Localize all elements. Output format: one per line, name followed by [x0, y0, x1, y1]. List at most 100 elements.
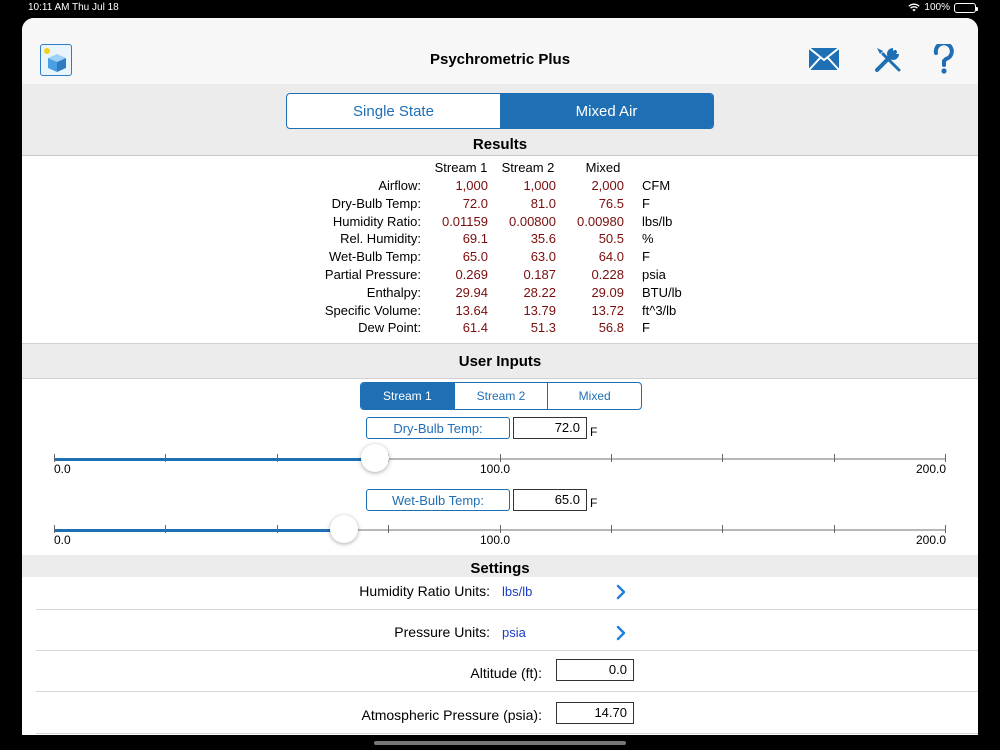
stream2-value: 81.0: [530, 196, 556, 211]
battery-percent: 100%: [924, 2, 950, 13]
slider-tick: [500, 454, 501, 462]
pressure-units-row[interactable]: Pressure Units: psia: [36, 610, 978, 651]
row-label: Specific Volume:: [324, 303, 421, 318]
battery-icon: [954, 2, 978, 13]
tab-stream-2[interactable]: Stream 2: [453, 383, 548, 409]
slider-tick: [834, 454, 835, 462]
row-label: Partial Pressure:: [324, 267, 421, 282]
row-label: Wet-Bulb Temp:: [328, 249, 421, 264]
atmospheric-pressure-row: Atmospheric Pressure (psia): 14.70: [36, 692, 978, 734]
unit-label: psia: [642, 267, 666, 282]
slider-tick: [500, 525, 501, 533]
slider-tick: [722, 454, 723, 462]
stream1-value: 1,000: [455, 178, 488, 193]
humidity-units-label: Humidity Ratio Units:: [359, 583, 490, 599]
mixed-value: 76.5: [598, 196, 624, 211]
stream1-value: 0.01159: [441, 214, 488, 229]
divider: [22, 155, 978, 156]
wifi-icon: [908, 3, 921, 12]
slider-tick: [277, 454, 278, 462]
status-right: 100%: [908, 2, 978, 13]
unit-label: F: [642, 249, 650, 264]
status-bar: 10:11 AM Thu Jul 18 100%: [0, 0, 1000, 16]
status-date: Thu Jul 18: [72, 2, 119, 13]
dry-bulb-unit: F: [590, 425, 598, 439]
slider-tick: [945, 454, 946, 462]
mode-segmented-control: Single State Mixed Air: [286, 93, 714, 129]
slider-max-label: 200.0: [915, 462, 946, 476]
chevron-right-icon[interactable]: [614, 625, 628, 641]
unit-label: BTU/lb: [642, 285, 682, 300]
slider-thumb[interactable]: [361, 444, 389, 472]
mixed-value: 50.5: [598, 231, 624, 246]
status-time: 10:11 AM: [28, 2, 70, 13]
slider-tick: [945, 525, 946, 533]
dry-bulb-value-field[interactable]: 72.0: [513, 417, 587, 439]
atmospheric-pressure-label: Atmospheric Pressure (psia):: [361, 707, 542, 723]
row-label: Airflow:: [378, 178, 421, 193]
slider-tick: [722, 525, 723, 533]
altitude-row: Altitude (ft): 0.0: [36, 651, 978, 692]
stream1-value: 0.269: [455, 267, 488, 282]
chevron-right-icon[interactable]: [614, 584, 628, 600]
unit-label: CFM: [642, 178, 671, 193]
unit-label: %: [642, 231, 654, 246]
row-label: Humidity Ratio:: [332, 214, 421, 229]
mixed-value: 0.228: [591, 267, 624, 282]
slider-max-label: 200.0: [915, 533, 946, 547]
tools-button[interactable]: [870, 40, 906, 78]
slider-thumb[interactable]: [330, 515, 358, 543]
unit-label: lbs/lb: [642, 214, 673, 229]
row-label: Rel. Humidity:: [340, 231, 421, 246]
stream2-value: 35.6: [530, 231, 556, 246]
wet-bulb-value-field[interactable]: 65.0: [513, 489, 587, 511]
results-heading: Results: [472, 136, 528, 153]
slider-min-label: 0.0: [54, 462, 71, 476]
altitude-field[interactable]: 0.0: [556, 659, 634, 681]
atmospheric-pressure-field[interactable]: 14.70: [556, 702, 634, 724]
home-indicator[interactable]: [374, 741, 626, 745]
email-button[interactable]: [806, 40, 842, 78]
slider-tick: [54, 454, 55, 462]
wet-bulb-button[interactable]: Wet-Bulb Temp:: [366, 489, 510, 511]
stream-segmented-control: Stream 1 Stream 2 Mixed: [360, 382, 642, 410]
help-button[interactable]: [926, 40, 962, 78]
slider-mid-label: 100.0: [480, 462, 511, 476]
tab-mixed[interactable]: Mixed: [547, 383, 641, 409]
app-window: Psychrometric Plus Single Stat: [22, 18, 978, 735]
stream2-value: 1,000: [523, 178, 556, 193]
settings-band: [22, 555, 978, 577]
slider-tick: [54, 525, 55, 533]
dry-bulb-button[interactable]: Dry-Bulb Temp:: [366, 417, 510, 439]
humidity-units-row[interactable]: Humidity Ratio Units: lbs/lb: [36, 577, 978, 610]
app-logo-icon[interactable]: [40, 44, 72, 76]
pressure-units-label: Pressure Units:: [394, 624, 490, 640]
slider-fill: [54, 458, 375, 461]
slider-tick: [388, 525, 389, 533]
unit-label: F: [642, 320, 650, 335]
stream2-value: 13.79: [523, 303, 556, 318]
slider-tick: [165, 525, 166, 533]
mixed-value: 13.72: [591, 303, 624, 318]
wet-bulb-slider[interactable]: 0.0 100.0 200.0: [54, 515, 946, 547]
settings-heading: Settings: [470, 560, 530, 577]
slider-fill: [54, 529, 344, 532]
dry-bulb-slider[interactable]: 0.0 100.0 200.0: [54, 444, 946, 476]
user-inputs-heading: User Inputs: [458, 353, 542, 370]
row-label: Enthalpy:: [366, 285, 421, 300]
stream1-value: 69.1: [462, 231, 488, 246]
question-mark-icon: [933, 44, 954, 74]
stream2-value: 28.22: [523, 285, 556, 300]
stream1-value: 13.64: [455, 303, 488, 318]
pressure-units-value: psia: [502, 625, 526, 640]
tab-mixed-air[interactable]: Mixed Air: [500, 94, 713, 128]
envelope-icon: [808, 47, 840, 71]
column-header-mixed: Mixed: [585, 160, 621, 175]
stream2-value: 0.00800: [509, 214, 556, 229]
stream2-value: 63.0: [530, 249, 556, 264]
unit-label: F: [642, 196, 650, 211]
tab-single-state[interactable]: Single State: [353, 102, 434, 120]
mixed-value: 2,000: [591, 178, 624, 193]
row-label: Dew Point:: [358, 320, 421, 335]
tab-stream-1[interactable]: Stream 1: [361, 383, 454, 409]
